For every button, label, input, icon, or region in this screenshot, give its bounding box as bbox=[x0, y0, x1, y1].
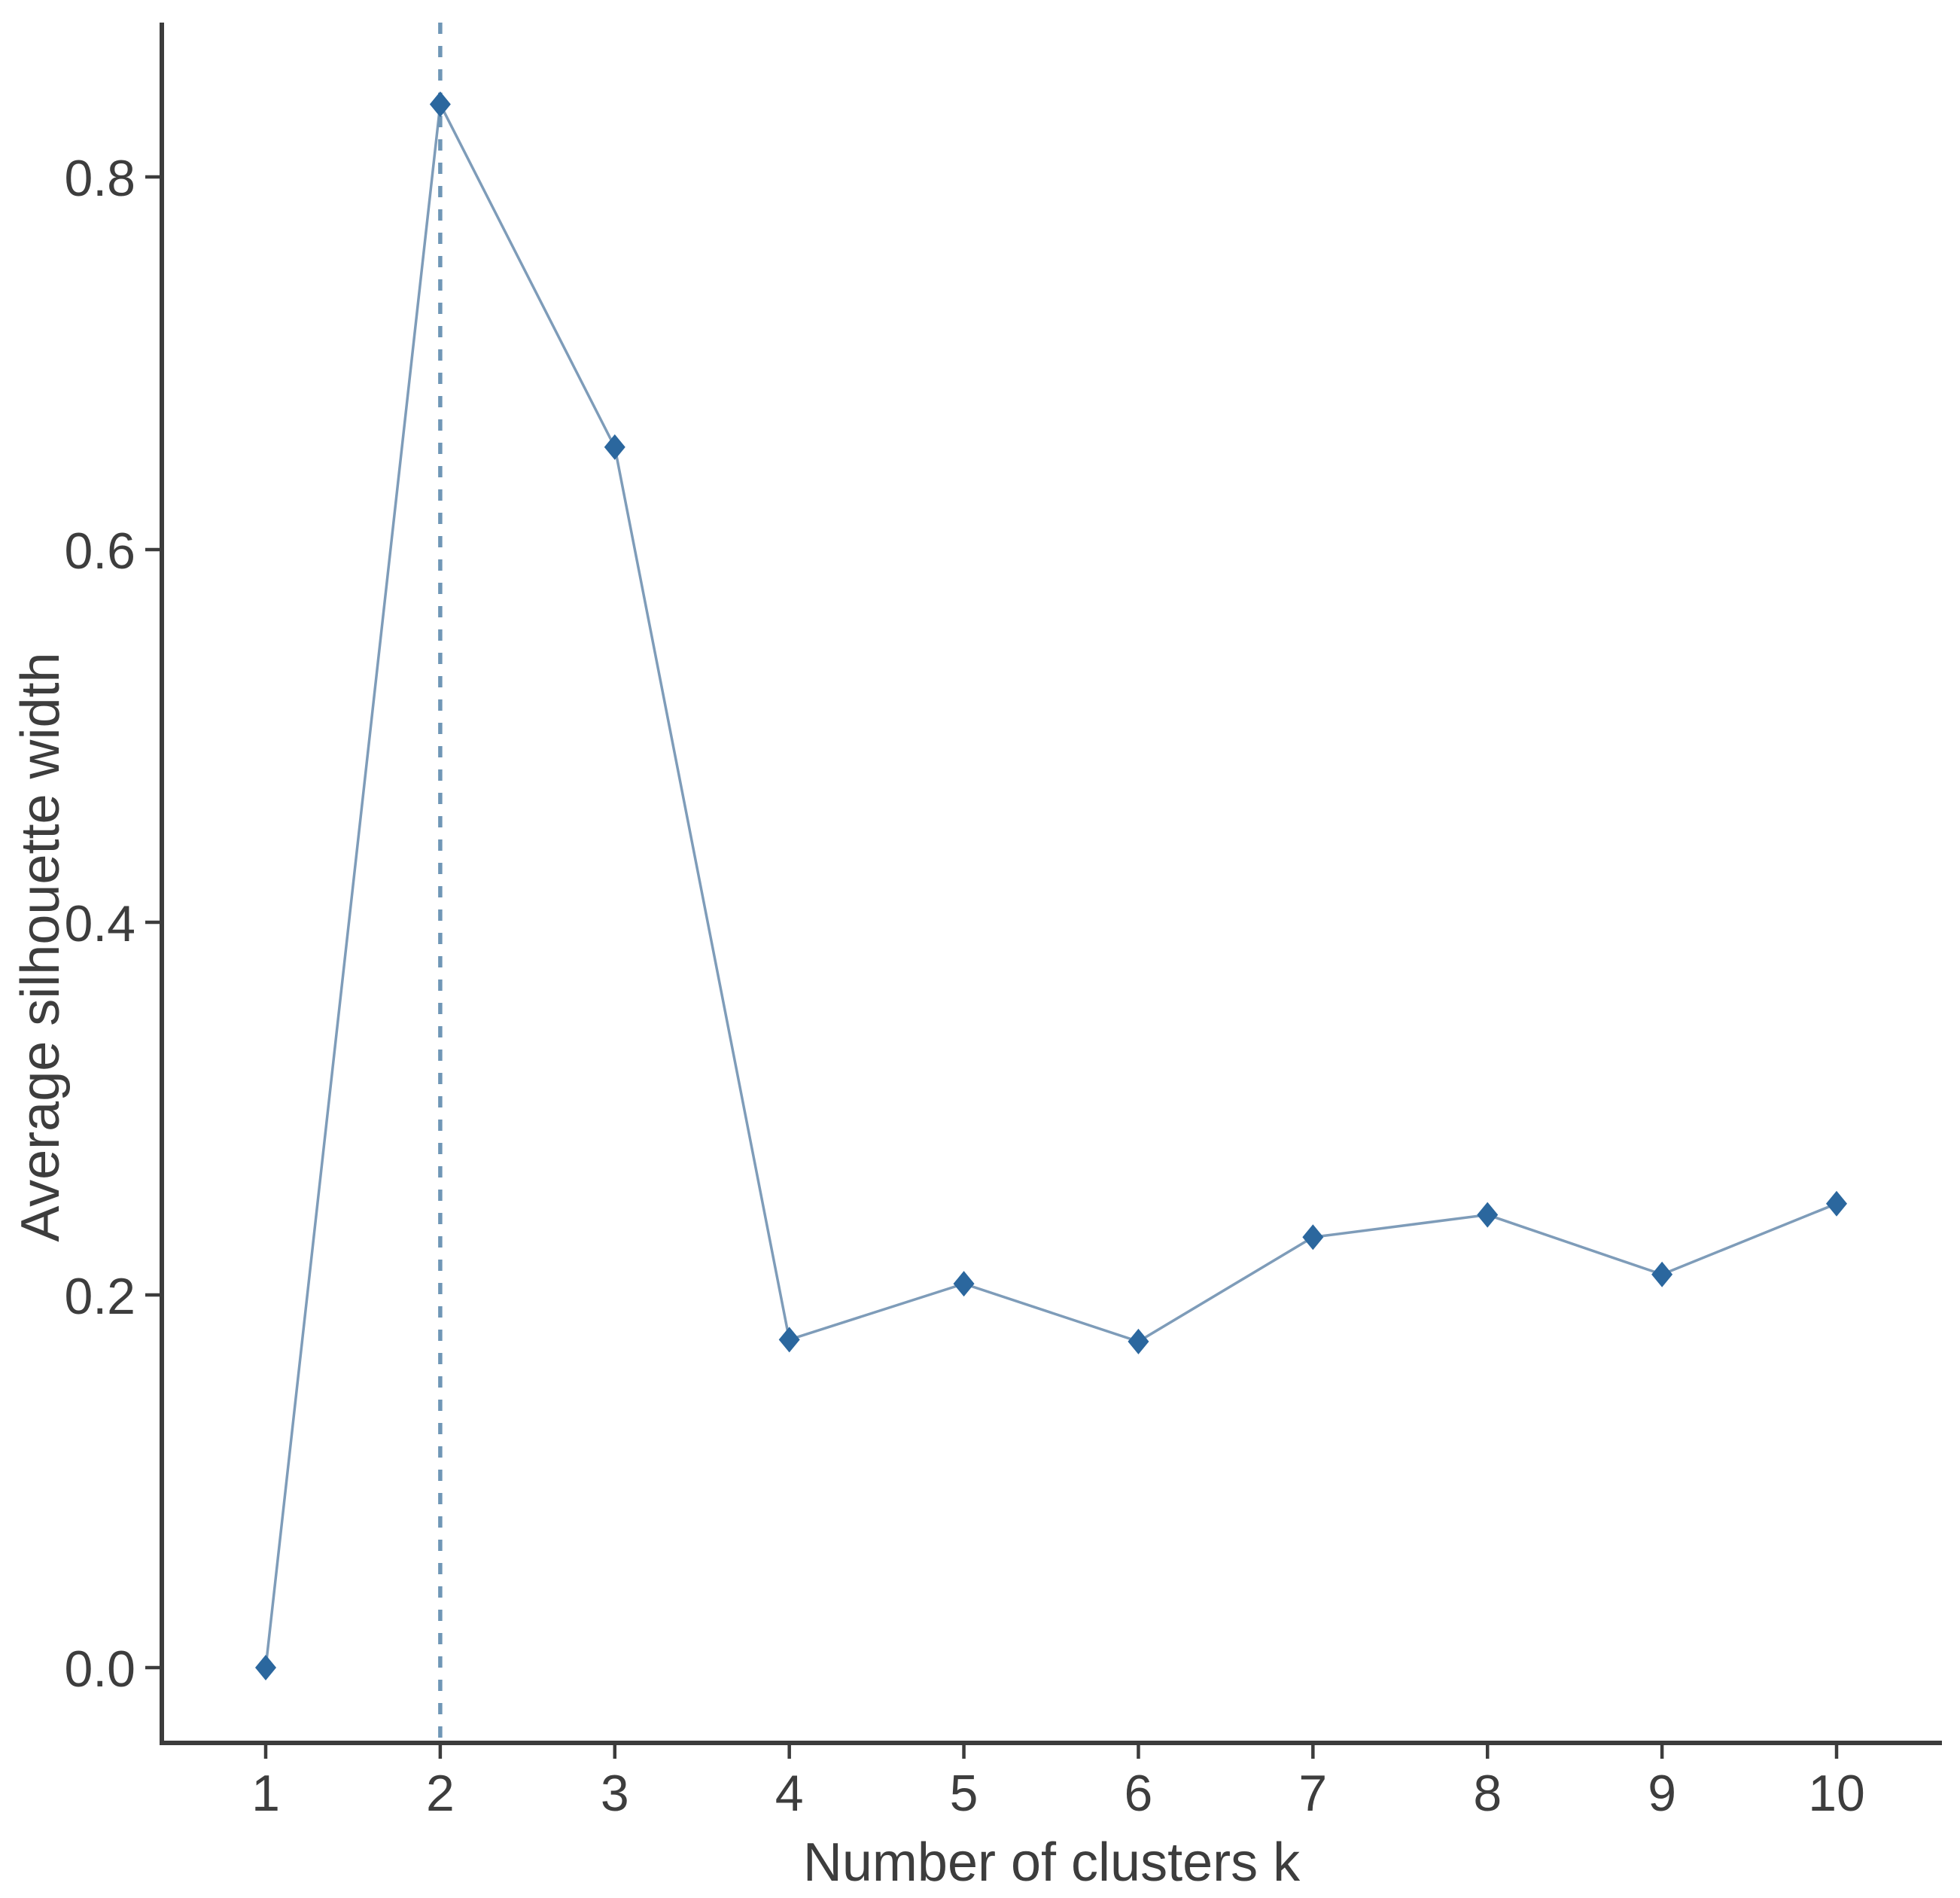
x-tick-label: 3 bbox=[601, 1765, 629, 1822]
data-point bbox=[1651, 1261, 1673, 1287]
y-tick-label: 0.4 bbox=[64, 895, 135, 952]
data-point bbox=[429, 91, 451, 117]
x-axis-title: Number of clusters k bbox=[803, 1832, 1301, 1893]
x-tick-label: 7 bbox=[1298, 1765, 1327, 1822]
data-point bbox=[953, 1271, 975, 1297]
data-point bbox=[778, 1327, 800, 1353]
x-tick-label: 5 bbox=[950, 1765, 978, 1822]
y-tick-label: 0.2 bbox=[64, 1268, 135, 1325]
x-tick-label: 10 bbox=[1808, 1765, 1865, 1822]
plot-area: 0.0 0.2 0.4 0.6 0.8 1 2 3 4 5 6 7 8 9 10 bbox=[64, 23, 1942, 1822]
y-axis-title: Average silhouette width bbox=[11, 652, 71, 1241]
x-tick-label: 9 bbox=[1648, 1765, 1676, 1822]
data-point bbox=[1302, 1224, 1324, 1251]
series-line bbox=[264, 102, 1837, 1668]
x-tick-label: 2 bbox=[426, 1765, 455, 1822]
x-tick-label: 6 bbox=[1125, 1765, 1153, 1822]
data-point bbox=[1128, 1328, 1149, 1354]
y-tick-label: 0.0 bbox=[64, 1641, 135, 1698]
data-point bbox=[1477, 1202, 1499, 1228]
y-tick-label: 0.6 bbox=[64, 522, 135, 580]
x-tick-label: 1 bbox=[251, 1765, 280, 1822]
data-point bbox=[255, 1655, 276, 1680]
y-tick-label: 0.8 bbox=[64, 150, 135, 207]
x-tick-label: 8 bbox=[1473, 1765, 1502, 1822]
x-tick-label: 4 bbox=[775, 1765, 804, 1822]
data-point bbox=[604, 434, 625, 460]
data-point bbox=[1826, 1190, 1848, 1217]
